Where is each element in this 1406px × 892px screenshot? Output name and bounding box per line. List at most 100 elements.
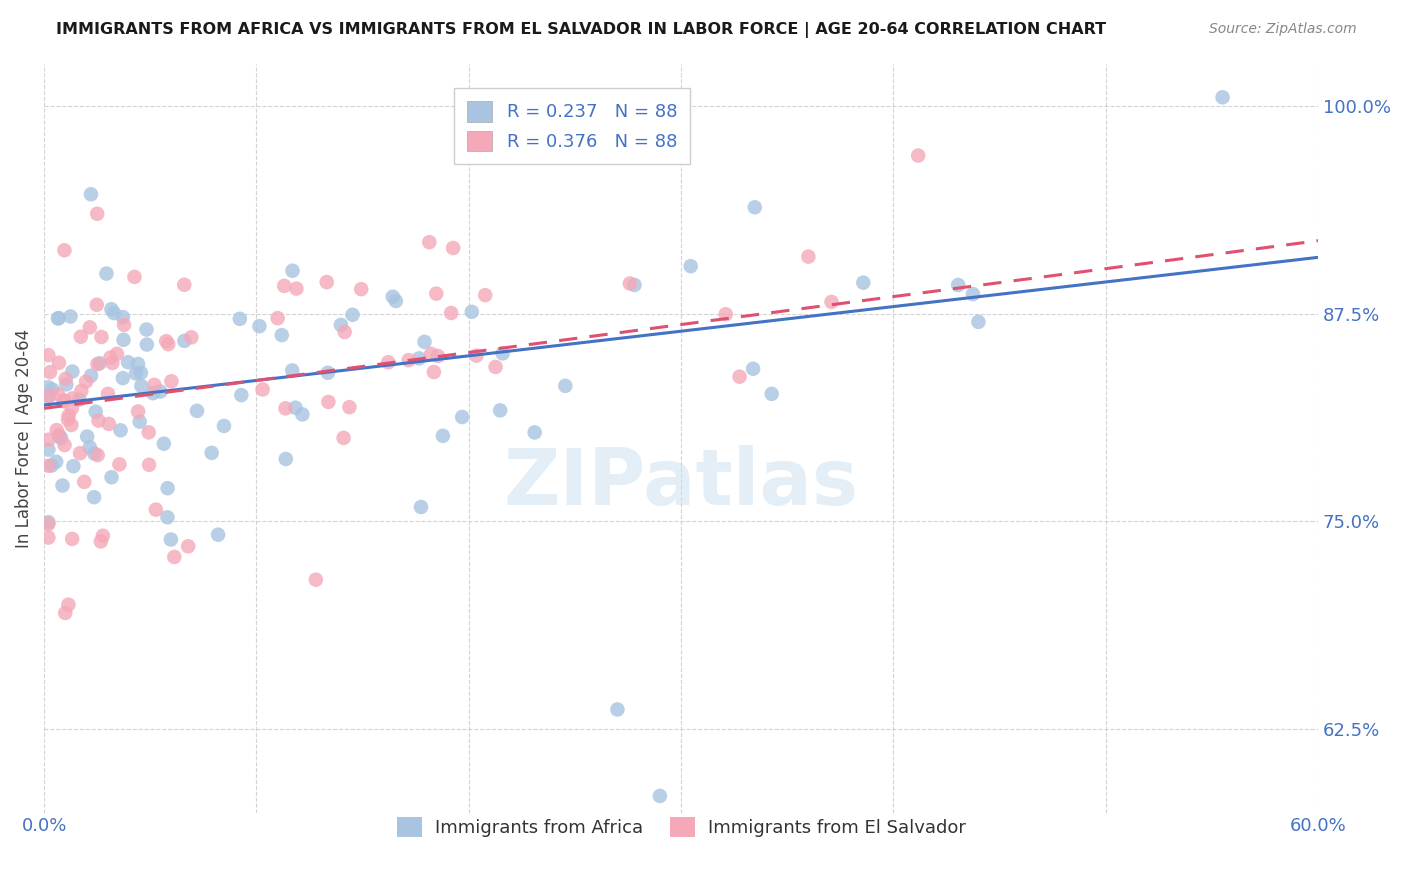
Point xyxy=(60,401,83,416)
Point xyxy=(49,431,72,445)
Point xyxy=(127,357,149,371)
Point xyxy=(252,383,274,397)
Point xyxy=(41,383,63,397)
Point xyxy=(37,380,59,394)
Point xyxy=(761,387,783,401)
Point xyxy=(70,384,93,398)
Point xyxy=(56,412,79,426)
Point xyxy=(80,368,103,383)
Point xyxy=(962,287,984,301)
Point xyxy=(160,533,183,547)
Point xyxy=(441,241,464,255)
Point xyxy=(135,337,157,351)
Point xyxy=(523,425,546,440)
Point xyxy=(37,517,59,532)
Point xyxy=(55,377,77,392)
Point xyxy=(270,328,292,343)
Text: Source: ZipAtlas.com: Source: ZipAtlas.com xyxy=(1209,22,1357,37)
Point xyxy=(100,470,122,484)
Point xyxy=(315,275,337,289)
Point xyxy=(97,387,120,401)
Point xyxy=(80,187,103,202)
Point xyxy=(420,347,443,361)
Point xyxy=(48,311,70,326)
Point xyxy=(60,532,83,546)
Point xyxy=(129,366,152,380)
Point xyxy=(714,307,737,321)
Point xyxy=(274,401,297,416)
Point xyxy=(212,419,235,434)
Point xyxy=(797,250,820,264)
Point xyxy=(62,392,84,406)
Point xyxy=(491,346,513,360)
Point xyxy=(163,549,186,564)
Point xyxy=(186,404,208,418)
Point xyxy=(852,276,875,290)
Point xyxy=(51,478,73,492)
Point xyxy=(742,361,765,376)
Point xyxy=(127,404,149,418)
Point xyxy=(111,371,134,385)
Point xyxy=(55,372,77,386)
Point xyxy=(87,414,110,428)
Point xyxy=(1212,90,1234,104)
Point xyxy=(37,531,59,545)
Point xyxy=(461,305,484,319)
Point xyxy=(124,269,146,284)
Point xyxy=(125,367,148,381)
Point xyxy=(201,446,224,460)
Point xyxy=(52,394,75,409)
Point xyxy=(53,438,76,452)
Point xyxy=(60,417,83,432)
Point xyxy=(39,365,62,379)
Point xyxy=(45,455,67,469)
Point xyxy=(284,401,307,415)
Point xyxy=(142,386,165,401)
Point xyxy=(329,318,352,332)
Point xyxy=(155,334,177,348)
Point xyxy=(231,388,253,402)
Point xyxy=(160,374,183,388)
Point xyxy=(157,337,180,351)
Point xyxy=(229,311,252,326)
Point xyxy=(451,409,474,424)
Point xyxy=(285,282,308,296)
Point xyxy=(89,356,111,370)
Point xyxy=(108,458,131,472)
Point xyxy=(37,458,59,473)
Point xyxy=(84,405,107,419)
Point xyxy=(465,349,488,363)
Text: ZIPatlas: ZIPatlas xyxy=(503,445,859,521)
Point xyxy=(342,308,364,322)
Point xyxy=(60,364,83,378)
Point xyxy=(648,789,671,803)
Point xyxy=(48,356,70,370)
Point xyxy=(440,306,463,320)
Point xyxy=(86,448,108,462)
Point xyxy=(820,295,842,310)
Point xyxy=(53,606,76,620)
Point xyxy=(381,290,404,304)
Point xyxy=(339,400,361,414)
Point xyxy=(907,148,929,162)
Point xyxy=(37,442,59,457)
Point xyxy=(138,425,160,440)
Point xyxy=(474,288,496,302)
Point xyxy=(86,207,108,221)
Point xyxy=(97,417,120,431)
Point xyxy=(423,365,446,379)
Point xyxy=(413,334,436,349)
Point xyxy=(728,369,751,384)
Point xyxy=(103,306,125,320)
Point xyxy=(350,282,373,296)
Point xyxy=(45,423,67,437)
Point xyxy=(177,539,200,553)
Point xyxy=(52,393,75,408)
Point xyxy=(96,267,118,281)
Point xyxy=(489,403,512,417)
Point xyxy=(156,510,179,524)
Point xyxy=(90,534,112,549)
Point xyxy=(425,286,447,301)
Point xyxy=(398,353,420,368)
Point xyxy=(100,351,122,365)
